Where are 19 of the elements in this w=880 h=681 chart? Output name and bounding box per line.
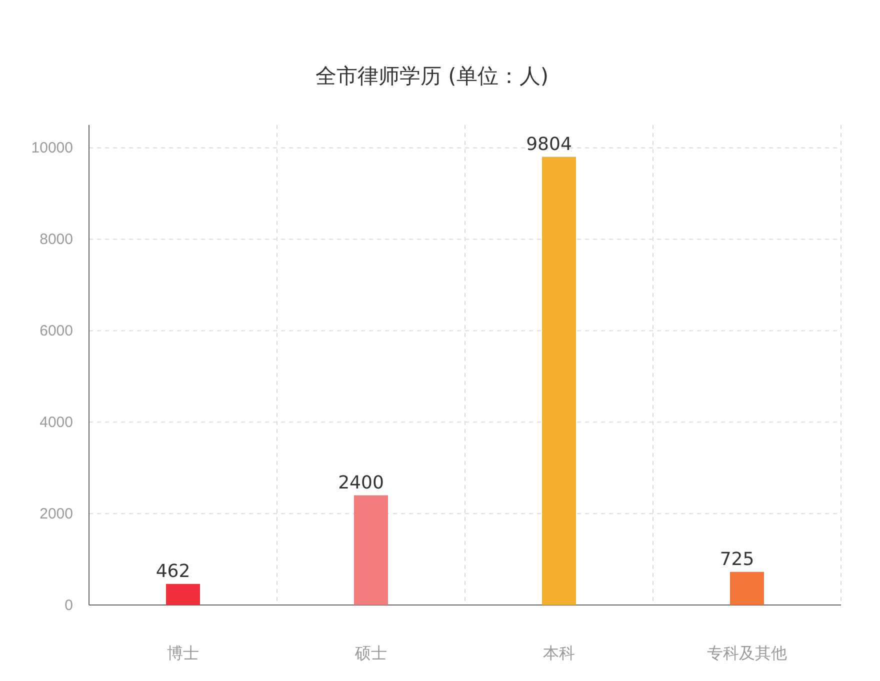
data-label: 2400: [338, 472, 384, 494]
x-tick-label: 硕士: [354, 644, 387, 662]
bar: [166, 584, 200, 605]
data-label: 462: [156, 560, 190, 582]
y-tick-label: 2000: [40, 505, 73, 522]
data-label: 725: [720, 548, 754, 570]
x-tick-label: 专科及其他: [707, 644, 787, 662]
y-tick-label: 10000: [31, 140, 73, 157]
bar: [542, 156, 576, 605]
x-tick-label: 博士: [167, 644, 199, 662]
bar: [730, 572, 764, 605]
y-tick-label: 4000: [40, 414, 73, 431]
bar: [354, 495, 388, 605]
chart-title: 全市律师学历 (单位：人): [315, 64, 549, 88]
y-tick-label: 8000: [40, 231, 73, 248]
x-tick-label: 本科: [543, 644, 575, 662]
y-tick-label: 6000: [40, 322, 73, 340]
y-tick-label: 0: [64, 596, 73, 614]
data-label: 9804: [526, 134, 572, 155]
